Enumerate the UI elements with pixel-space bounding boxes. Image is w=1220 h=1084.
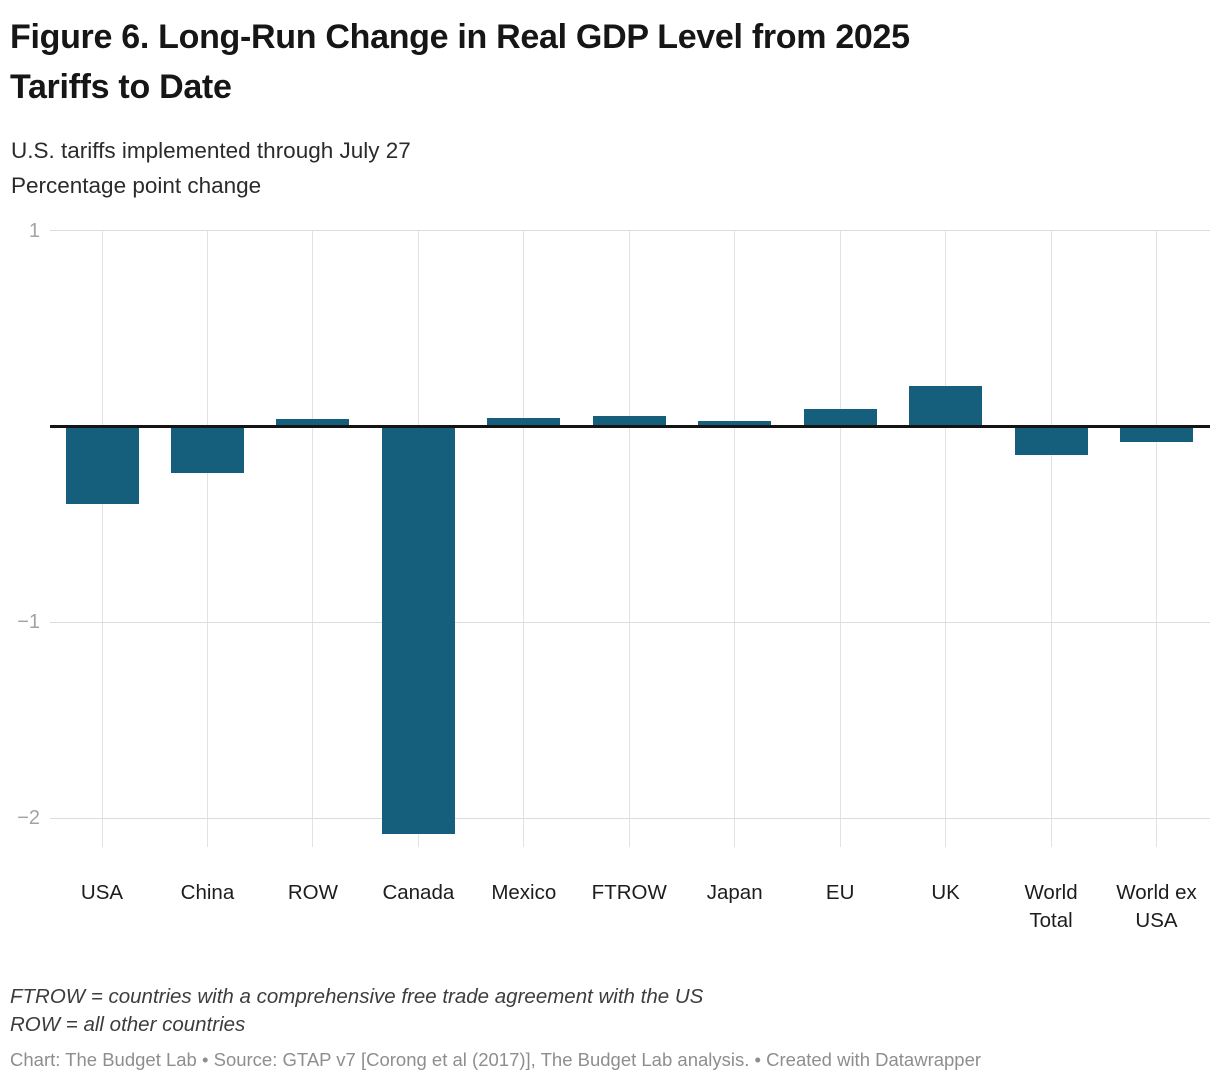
bar-usa: [65, 428, 139, 505]
bar-world-total: [1014, 428, 1088, 456]
chart-subtitle-line1: U.S. tariffs implemented through July 27: [11, 138, 411, 163]
x-category-label-usa: USA: [80, 881, 124, 904]
y-tick-label--2: −2: [17, 807, 40, 830]
gridline-vertical-row: [312, 230, 314, 847]
x-category-label-china: China: [180, 881, 235, 904]
chart-subtitle: U.S. tariffs implemented through July 27…: [11, 133, 1191, 203]
x-category-label-world-ex-usa: World ex USA: [1116, 881, 1197, 932]
x-category-label-row: ROW: [287, 881, 338, 904]
bar-ftrow: [592, 416, 666, 425]
bar-world-ex-usa: [1120, 428, 1193, 442]
footnote-row: ROW = all other countries: [10, 1013, 246, 1036]
x-category-label-eu: EU: [825, 881, 855, 904]
chart-title: Figure 6. Long-Run Change in Real GDP Le…: [10, 18, 910, 106]
bar-canada: [381, 428, 455, 834]
gridline-horizontal--2: [49, 817, 1210, 819]
chart-footnotes: FTROW = countries with a comprehensive f…: [10, 983, 1200, 1039]
gridline-vertical-world-ex-usa: [1156, 230, 1157, 847]
gridline-vertical-usa: [101, 230, 103, 847]
x-category-label-canada: Canada: [382, 881, 455, 904]
chart-unit-label: Percentage point change: [11, 173, 262, 198]
bar-mexico: [487, 418, 561, 425]
zero-baseline: [49, 425, 1210, 428]
gridline-vertical-japan: [734, 230, 736, 847]
x-category-label-world-total: World Total: [1024, 881, 1078, 932]
x-category-label-mexico: Mexico: [491, 881, 557, 904]
y-tick-label--1: −1: [17, 611, 40, 634]
gridline-vertical-ftrow: [628, 230, 630, 847]
bar-china: [170, 428, 244, 474]
x-category-label-ftrow: FTROW: [591, 881, 667, 904]
gridline-vertical-mexico: [523, 230, 525, 847]
x-category-label-uk: UK: [931, 881, 960, 904]
x-category-label-japan: Japan: [706, 881, 763, 904]
gridline-horizontal-1: [49, 230, 1210, 232]
gridline-vertical-china: [206, 230, 208, 847]
bar-row: [276, 419, 350, 425]
gridline-vertical-uk: [945, 230, 947, 847]
gridline-vertical-world-total: [1050, 230, 1052, 847]
bar-uk: [909, 385, 983, 425]
gridline-horizontal--1: [49, 621, 1210, 623]
bar-japan: [698, 421, 772, 425]
chart-credit-line: Chart: The Budget Lab • Source: GTAP v7 …: [10, 1049, 982, 1070]
footnote-ftrow: FTROW = countries with a comprehensive f…: [10, 985, 704, 1008]
bar-eu: [803, 409, 877, 425]
y-tick-label-1: 1: [28, 219, 40, 242]
gridline-vertical-eu: [839, 230, 841, 847]
